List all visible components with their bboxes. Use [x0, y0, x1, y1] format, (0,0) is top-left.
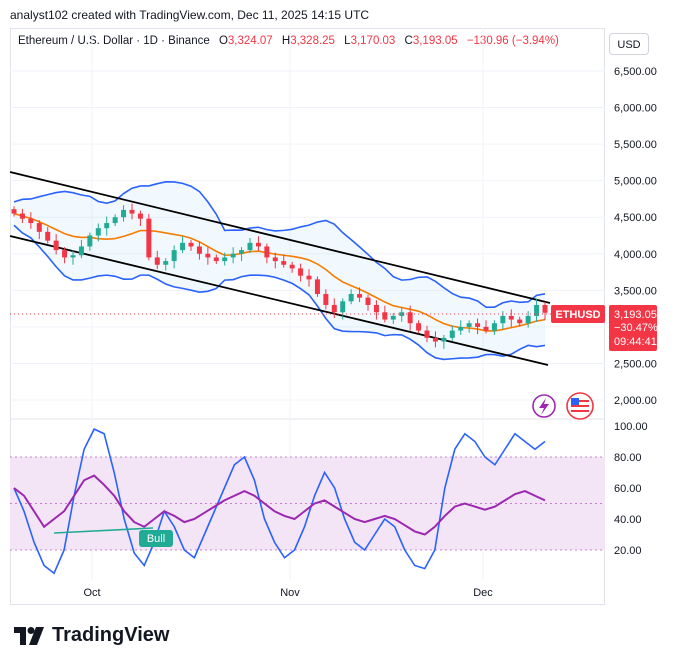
- stoch-tick-label: 40.00: [614, 514, 642, 526]
- stoch-tick-label: 20.00: [614, 545, 642, 557]
- price-tick-label: 3,500.00: [614, 285, 657, 297]
- legend-high-label: H: [281, 35, 291, 47]
- tradingview-logo[interactable]: TradingView: [14, 624, 169, 647]
- price-tick-label: 2,500.00: [614, 358, 657, 370]
- price-tick-label: 2,000.00: [614, 395, 657, 407]
- price-tick-label: 3,000.00: [614, 322, 657, 334]
- price-tick-label: 5,500.00: [614, 139, 657, 151]
- legend-low: 3,170.03: [350, 35, 396, 47]
- chart-byline: analyst102 created with TradingView.com,…: [10, 8, 370, 22]
- stoch-tick-label: 80.00: [614, 452, 642, 464]
- price-badge-pct: −30.47%: [614, 322, 658, 334]
- currency-button[interactable]: USD: [609, 33, 649, 55]
- legend-open: 3,324.07: [227, 35, 273, 47]
- legend-high: 3,328.25: [290, 35, 335, 47]
- tradingview-mark-icon: [14, 626, 44, 645]
- price-tick-label: 4,500.00: [614, 212, 657, 224]
- stoch-tick-label: 100.00: [614, 421, 648, 433]
- tradingview-wordmark: TradingView: [52, 624, 170, 646]
- legend-change: −130.96 (−3.94%): [466, 35, 559, 47]
- price-tick-label: 4,000.00: [614, 249, 657, 261]
- price-tick-label: 6,000.00: [614, 103, 657, 115]
- price-badge-price: 3,193.05: [614, 309, 657, 321]
- price-tick-label: 5,000.00: [614, 176, 657, 188]
- symbol-legend: Ethereum / U.S. Dollar · 1D · Binance O3…: [18, 35, 559, 47]
- stoch-tick-label: 60.00: [614, 483, 642, 495]
- chart-frame: [10, 28, 605, 605]
- legend-open-label: O: [218, 35, 228, 47]
- legend-symbol[interactable]: Ethereum / U.S. Dollar · 1D · Binance: [18, 35, 210, 47]
- legend-low-label: L: [344, 35, 351, 47]
- legend-close: 3,193.05: [412, 35, 458, 47]
- price-tick-label: 6,500.00: [614, 66, 657, 78]
- legend-close-label: C: [404, 35, 413, 47]
- price-badge-countdown: 09:44:41: [614, 336, 657, 348]
- price-badge-bg: [609, 305, 657, 351]
